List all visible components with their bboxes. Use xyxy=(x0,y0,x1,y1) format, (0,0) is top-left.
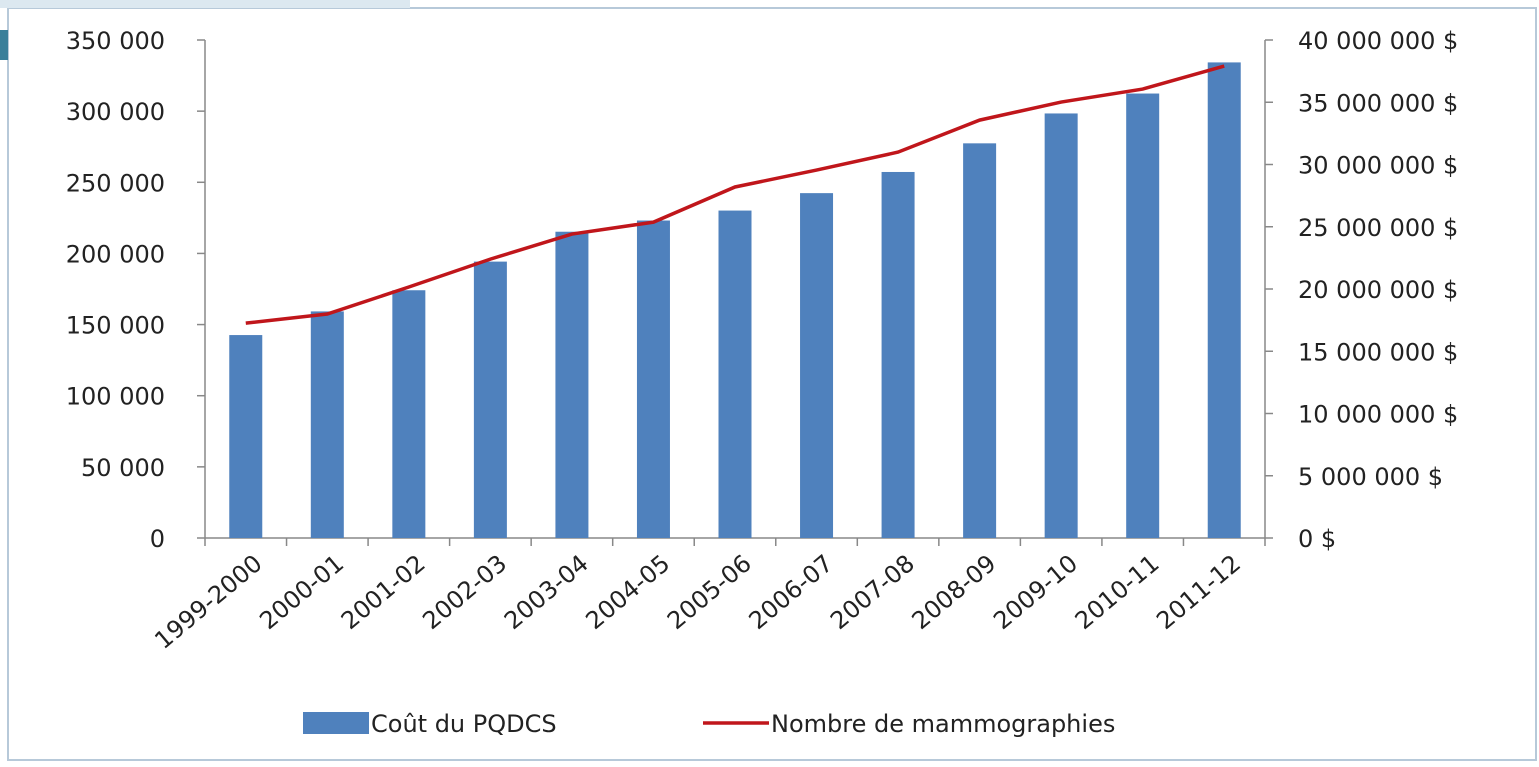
y2-tick-label: 35 000 000 $ xyxy=(1298,89,1458,117)
chart-frame xyxy=(7,7,1537,761)
y-tick-label: 0 xyxy=(150,525,165,553)
legend-label: Coût du PQDCS xyxy=(371,710,557,738)
y-tick-label: 350 000 xyxy=(66,27,165,55)
y-tick-label: 250 000 xyxy=(66,169,165,197)
y2-tick-label: 5 000 000 $ xyxy=(1298,463,1443,491)
bar xyxy=(963,143,997,538)
decoration xyxy=(0,30,8,60)
y2-tick-label: 40 000 000 $ xyxy=(1298,27,1458,55)
legend-swatch xyxy=(303,712,369,734)
y-tick-label: 150 000 xyxy=(66,312,165,340)
y-tick-label: 100 000 xyxy=(66,383,165,411)
bar xyxy=(636,220,670,538)
bar xyxy=(1207,62,1241,538)
decoration xyxy=(0,0,410,8)
bar xyxy=(473,261,507,538)
bar xyxy=(1126,93,1160,538)
y2-tick-label: 15 000 000 $ xyxy=(1298,338,1458,366)
y-tick-label: 200 000 xyxy=(66,240,165,268)
y2-tick-label: 0 $ xyxy=(1298,525,1336,553)
bar xyxy=(881,171,915,538)
y2-tick-label: 30 000 000 $ xyxy=(1298,152,1458,180)
line xyxy=(245,64,1225,325)
bar xyxy=(1044,113,1078,538)
bar xyxy=(718,210,752,538)
bar xyxy=(310,311,344,538)
y2-tick-label: 20 000 000 $ xyxy=(1298,276,1458,304)
legend-label: Nombre de mammographies xyxy=(771,710,1115,738)
bar xyxy=(800,193,834,538)
y-tick-label: 50 000 xyxy=(81,454,165,482)
y2-tick-label: 10 000 000 $ xyxy=(1298,401,1458,429)
bar xyxy=(229,335,263,538)
bar xyxy=(555,231,589,539)
y-tick-label: 300 000 xyxy=(66,98,165,126)
y2-tick-label: 25 000 000 $ xyxy=(1298,214,1458,242)
bar xyxy=(392,290,426,538)
